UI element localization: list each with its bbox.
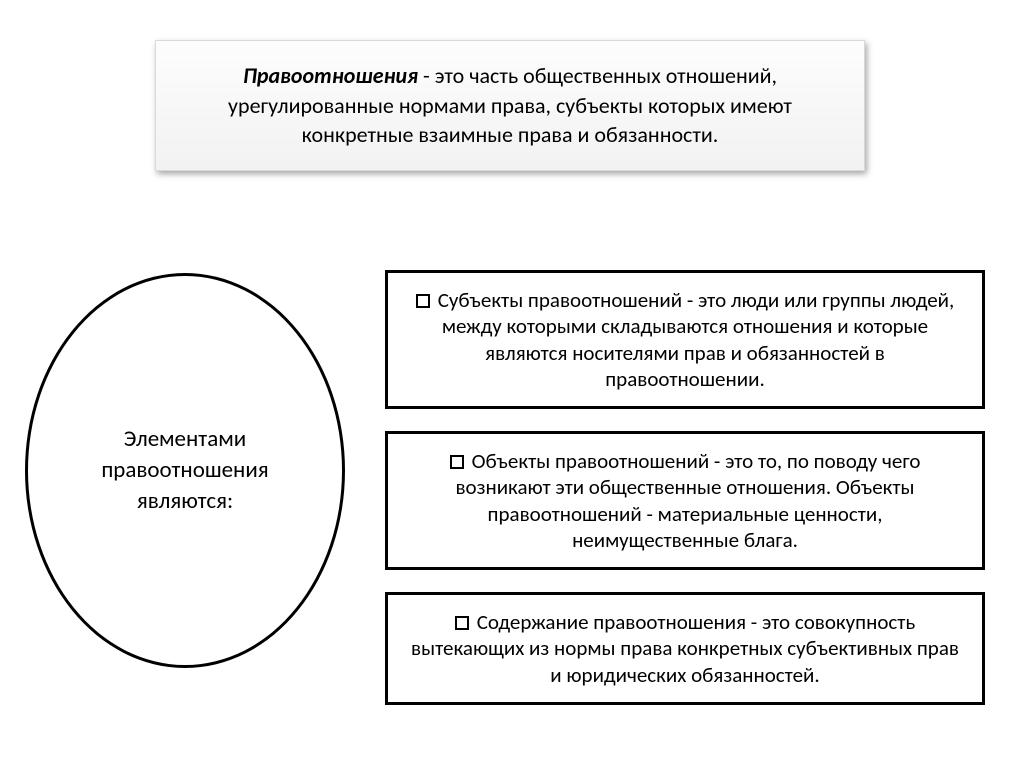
elements-ellipse: Элементами правоотношения являются: [25,273,345,668]
items-container: Субъекты правоотношений - это люди или г… [385,270,985,727]
square-bullet-icon [416,294,430,308]
square-bullet-icon [455,616,469,630]
item-box-content: Содержание правоотношения - это совокупн… [385,592,985,705]
item-box-objects: Объекты правоотношений - это то, по пово… [385,431,985,570]
item-text: Содержание правоотношения - это совокупн… [411,609,959,688]
item-text: Объекты правоотношений - это то, по пово… [455,448,920,553]
item-text: Субъекты правоотношений - это люди или г… [438,287,955,392]
ellipse-label: Элементами правоотношения являются: [58,424,312,517]
definition-box: Правоотношения - это часть общественных … [155,40,865,171]
definition-term: Правоотношения [243,62,418,89]
square-bullet-icon [450,455,464,469]
item-box-subjects: Субъекты правоотношений - это люди или г… [385,270,985,409]
